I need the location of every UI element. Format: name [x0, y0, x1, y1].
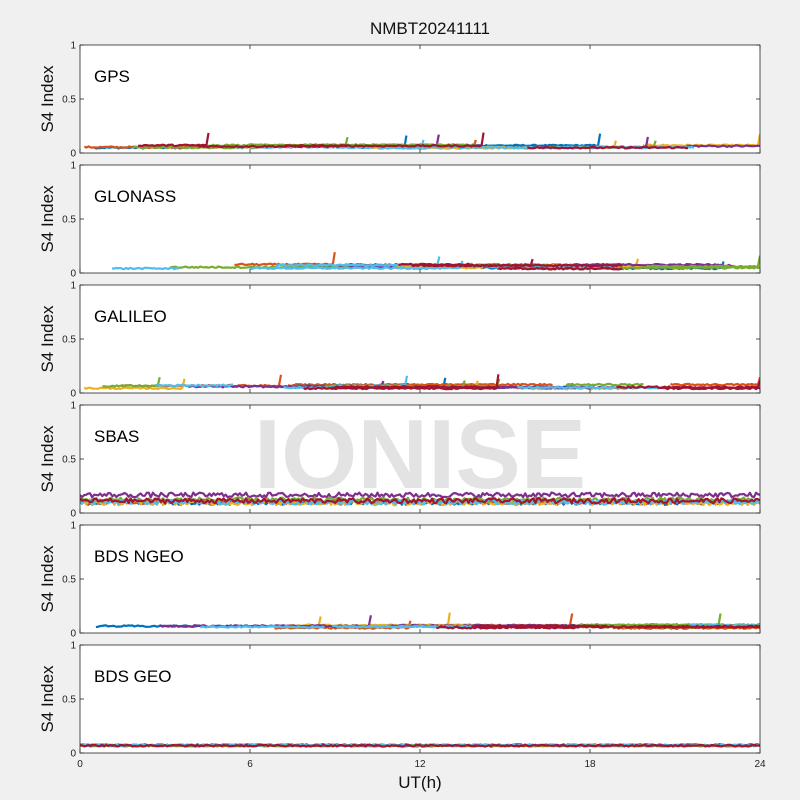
- series-line: [565, 382, 644, 387]
- series-line: [475, 624, 608, 628]
- y-tick-label: 0: [70, 509, 76, 520]
- series-group: [83, 374, 760, 391]
- y-tick-label: 0.5: [62, 455, 76, 466]
- series-line: [567, 625, 760, 629]
- y-tick-label: 1: [70, 521, 76, 532]
- series-line: [332, 624, 472, 629]
- series-group: [80, 743, 760, 748]
- plot-area: [80, 45, 760, 153]
- panels: 0 0.5 1 GPS S4 Index 0 0.5 1 GLONASS S4 Index 0 0.5…: [38, 41, 766, 771]
- y-axis-label: S4 Index: [38, 425, 57, 493]
- y-tick-label: 0: [70, 269, 76, 280]
- panel-label: GLONASS: [94, 187, 176, 206]
- panel-label: GPS: [94, 67, 130, 86]
- chart-title: NMBT20241111: [370, 19, 490, 38]
- series-line: [197, 144, 349, 149]
- watermark: IONISE: [254, 399, 586, 509]
- y-tick-label: 1: [70, 161, 76, 172]
- y-tick-label: 0: [70, 149, 76, 160]
- y-axis-label: S4 Index: [38, 665, 57, 733]
- y-tick-label: 0.5: [62, 695, 76, 706]
- y-tick-label: 1: [70, 401, 76, 412]
- x-tick-label: 12: [414, 759, 426, 770]
- series-line: [137, 132, 210, 148]
- y-tick-label: 0.5: [62, 95, 76, 106]
- series-line: [646, 255, 760, 269]
- panel-bds-ngeo: 0 0.5 1 BDS NGEO S4 Index: [38, 521, 761, 640]
- series-line: [398, 262, 475, 267]
- x-tick-label: 6: [247, 759, 253, 770]
- x-tick-label: 24: [754, 759, 766, 770]
- panel-label: BDS GEO: [94, 667, 171, 686]
- series-line: [199, 625, 325, 629]
- series-line: [80, 743, 760, 748]
- y-tick-label: 0.5: [62, 335, 76, 346]
- x-tick-label: 0: [77, 759, 83, 770]
- series-line: [527, 145, 689, 150]
- series-line: [102, 377, 161, 388]
- series-line: [80, 497, 760, 505]
- series-line: [670, 377, 760, 387]
- panel-label: SBAS: [94, 427, 139, 446]
- plot-area: [80, 285, 760, 393]
- plot-area: [80, 525, 760, 633]
- y-tick-label: 1: [70, 41, 76, 52]
- panel-sbas: 0 0.5 1 SBAS S4 Index: [38, 401, 761, 520]
- series-line: [80, 491, 760, 499]
- series-line: [659, 386, 760, 391]
- panel-bds-geo: 0 0.5 1 0 6 12 18 24 BDS GEO S4 Index: [38, 641, 766, 771]
- series-line: [155, 383, 234, 388]
- series-line: [411, 263, 623, 268]
- y-axis-label: S4 Index: [38, 545, 57, 613]
- y-axis-label: S4 Index: [38, 185, 57, 253]
- y-tick-label: 0.5: [62, 575, 76, 586]
- series-group: [83, 132, 760, 150]
- series-group: [95, 612, 760, 630]
- y-axis-label: S4 Index: [38, 65, 57, 133]
- series-line: [249, 260, 464, 271]
- y-axis-label: S4 Index: [38, 305, 57, 373]
- y-tick-label: 1: [70, 641, 76, 652]
- series-line: [83, 378, 186, 391]
- panel-glonass: 0 0.5 1 GLONASS S4 Index: [38, 161, 761, 280]
- series-line: [436, 625, 577, 630]
- series-line: [330, 385, 500, 389]
- plot-area: [80, 645, 760, 753]
- x-axis-label: UT(h): [398, 773, 441, 792]
- series-group: [111, 252, 760, 271]
- panel-label: BDS NGEO: [94, 547, 184, 566]
- panel-galileo: 0 0.5 1 GALILEO S4 Index: [38, 281, 761, 400]
- series-line: [686, 144, 760, 148]
- y-tick-label: 0.5: [62, 215, 76, 226]
- y-tick-label: 1: [70, 281, 76, 292]
- y-tick-label: 0: [70, 389, 76, 400]
- series-line: [497, 266, 623, 271]
- series-group: [80, 491, 760, 507]
- y-tick-label: 0: [70, 749, 76, 760]
- y-tick-label: 0: [70, 629, 76, 640]
- panel-label: GALILEO: [94, 307, 167, 326]
- panel-gps: 0 0.5 1 GPS S4 Index: [38, 41, 761, 160]
- plot-area: [80, 165, 760, 273]
- x-tick-label: 18: [584, 759, 596, 770]
- series-line: [111, 266, 180, 271]
- series-line: [303, 374, 500, 391]
